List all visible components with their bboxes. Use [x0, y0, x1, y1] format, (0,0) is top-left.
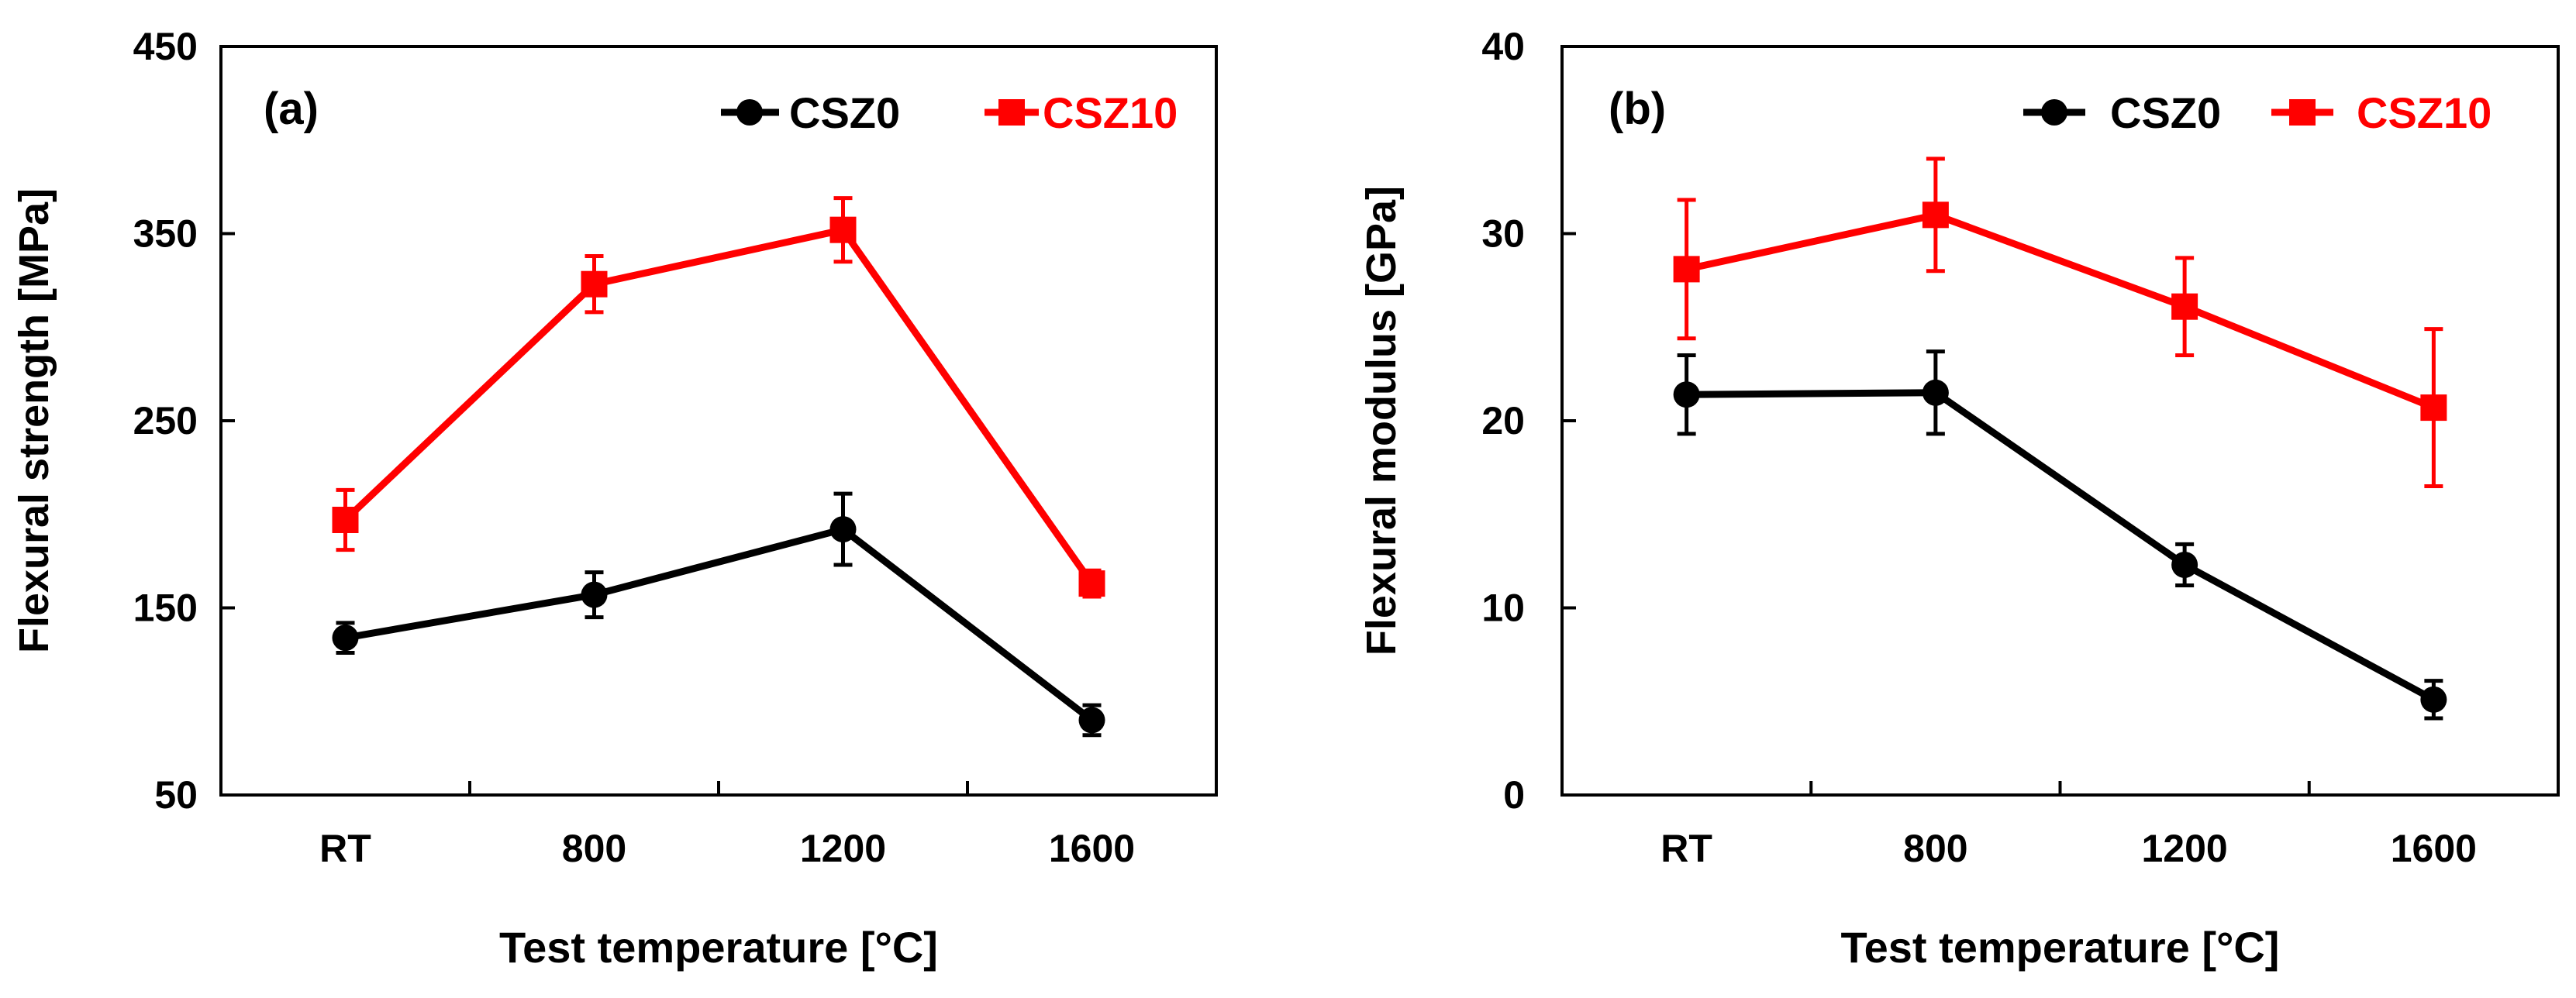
data-point [2171, 293, 2198, 320]
legend-entry-csz0: CSZ0 [2023, 88, 2221, 137]
y-tick-label: 20 [1481, 399, 1525, 442]
series-line [344, 525, 1095, 723]
legend-label: CSZ0 [2110, 88, 2221, 137]
x-tick-label: 1600 [1049, 827, 1135, 870]
data-point [2420, 686, 2447, 713]
series-csz0 [332, 491, 1105, 738]
y-tick-label: 350 [133, 212, 198, 256]
plot-frame [219, 45, 1218, 797]
x-tick-label: 1200 [2142, 827, 2228, 870]
data-point [1922, 201, 1949, 229]
legend-entry-csz10: CSZ10 [2271, 88, 2492, 137]
series-csz10 [1673, 157, 2447, 489]
legend-marker [2041, 99, 2067, 126]
legend-label: CSZ0 [789, 88, 900, 137]
x-tick-label: 1600 [2391, 827, 2477, 870]
legend-marker [2289, 99, 2316, 126]
series-line [1685, 211, 2436, 411]
y-tick-label: 450 [133, 25, 198, 68]
legend-marker [998, 99, 1025, 126]
series-line [1686, 389, 2436, 703]
data-point [1922, 379, 1949, 406]
legend-marker [736, 99, 763, 126]
legend-entry-csz10: CSZ10 [985, 88, 1178, 137]
data-point [1673, 256, 1700, 283]
y-tick-label: 250 [133, 399, 198, 442]
legend-label: CSZ10 [1043, 88, 1178, 137]
x-tick-label: 800 [562, 827, 626, 870]
data-point [829, 516, 857, 543]
legend-entry-csz0: CSZ0 [721, 88, 900, 137]
y-tick-label: 40 [1481, 25, 1525, 68]
panel-label: (a) [264, 84, 319, 134]
data-point [829, 216, 857, 243]
y-tick-label: 10 [1481, 587, 1525, 630]
data-point [1673, 381, 1700, 408]
data-point [1078, 570, 1105, 597]
y-tick-label: 30 [1481, 212, 1525, 256]
data-point [332, 506, 359, 533]
series-csz0 [1673, 349, 2447, 721]
y-axis-label: Flexural strength [MPa] [11, 188, 57, 653]
x-axis-label: Test temperature [°C] [499, 923, 938, 972]
y-tick-label: 0 [1503, 773, 1525, 817]
data-point [332, 625, 359, 652]
data-point [581, 581, 608, 608]
x-tick-label: RT [1660, 827, 1712, 870]
data-point [2420, 394, 2447, 422]
panel-label: (b) [1609, 84, 1666, 134]
data-point [581, 270, 608, 298]
data-point [1078, 707, 1105, 734]
chart-panel-a: 50 150 250 350 450 RT 800 1200 1600 Test temperat… [11, 25, 1218, 972]
x-tick-label: RT [319, 827, 371, 870]
x-tick-label: 1200 [800, 827, 886, 870]
series-csz10 [332, 196, 1105, 599]
x-tick-label: 800 [1903, 827, 1967, 870]
legend-label: CSZ10 [2357, 88, 2492, 137]
series-line [343, 226, 1095, 586]
y-tick-label: 50 [154, 773, 198, 817]
chart-panel-b: 0 10 20 30 40 RT 800 1200 1600 Test temperature [… [1358, 25, 2560, 972]
x-axis-label: Test temperature [°C] [1841, 923, 2280, 972]
y-axis-label: Flexural modulus [GPa] [1358, 186, 1405, 656]
y-tick-label: 150 [133, 587, 198, 630]
data-point [2171, 551, 2198, 578]
